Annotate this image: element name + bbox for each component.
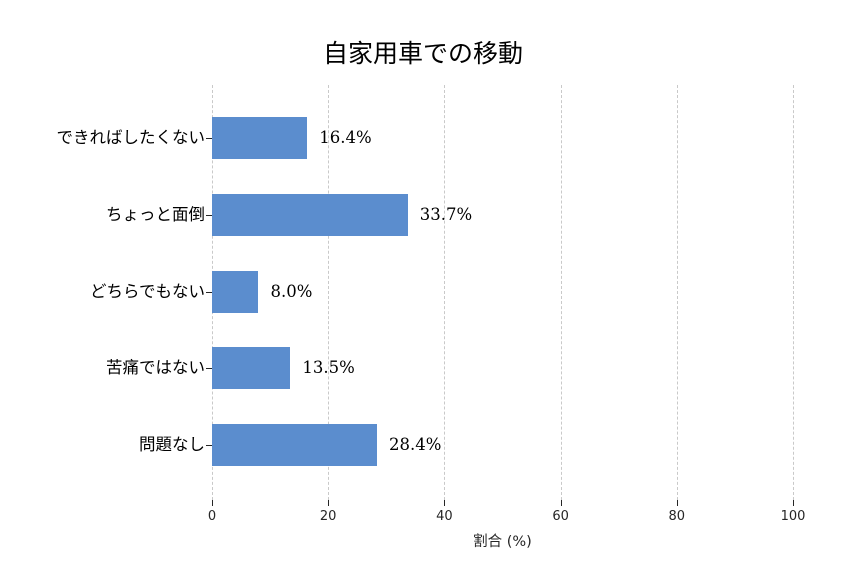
bar <box>212 270 259 313</box>
value-label: 8.0% <box>270 281 313 301</box>
category-label: できればしたくない <box>56 128 206 147</box>
bar <box>212 117 308 159</box>
y-tick-mark <box>206 368 212 370</box>
x-tick-mark <box>560 500 562 506</box>
gridline <box>676 85 678 500</box>
x-axis-label: 割合 (%) <box>473 534 532 550</box>
value-label: 33.7% <box>419 204 473 224</box>
x-tick-label: 60 <box>552 509 569 524</box>
category-label: ちょっと面倒 <box>106 204 205 224</box>
chart-title: 自家用車での移動 <box>322 39 523 68</box>
gridline <box>793 85 794 500</box>
y-tick-mark <box>206 214 212 216</box>
y-tick-mark <box>206 445 212 447</box>
x-tick-mark <box>793 500 794 506</box>
x-tick-mark <box>328 500 330 506</box>
x-tick-label: 0 <box>207 509 217 524</box>
x-tick-label: 20 <box>319 509 337 524</box>
bar <box>212 193 408 236</box>
gridline <box>444 85 446 500</box>
y-tick-mark <box>206 291 212 293</box>
y-tick-mark <box>206 138 212 139</box>
bar <box>212 424 377 467</box>
category-label: 苦痛ではない <box>106 358 205 378</box>
x-tick-label: 40 <box>436 509 453 524</box>
gridline <box>328 85 330 500</box>
value-label: 28.4% <box>389 435 442 455</box>
x-tick-label: 80 <box>668 509 686 524</box>
value-label: 13.5% <box>302 358 355 378</box>
gridline <box>560 85 562 500</box>
x-tick-label: 100 <box>780 509 806 524</box>
bar <box>212 347 291 390</box>
x-tick-mark <box>444 500 446 506</box>
category-label: 問題なし <box>139 435 205 455</box>
category-label: どちらでもない <box>89 281 205 301</box>
x-tick-mark <box>212 500 213 506</box>
value-label: 16.4% <box>319 128 372 147</box>
x-tick-mark <box>676 500 678 506</box>
